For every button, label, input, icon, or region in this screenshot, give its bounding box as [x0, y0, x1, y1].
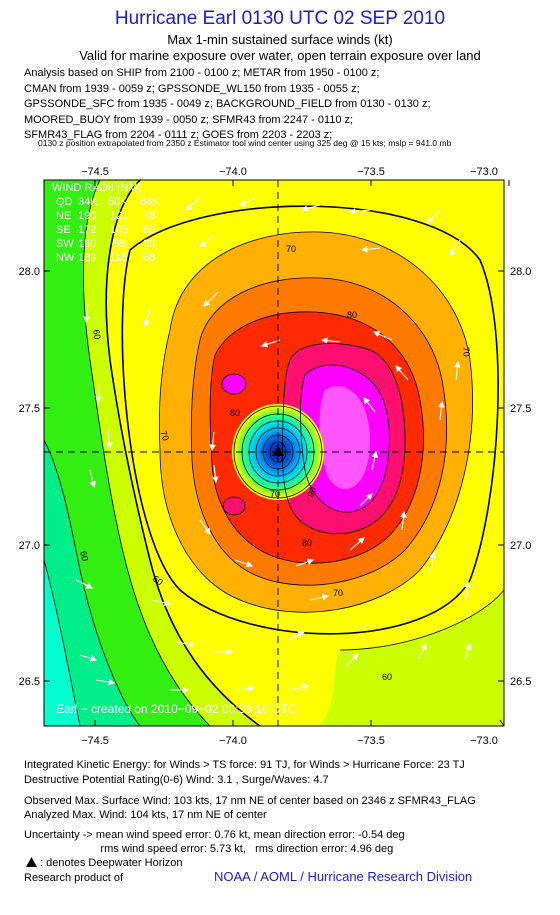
contour-label: 90 [305, 485, 319, 499]
analysis-line: CMAN from 1939 - 0059 z; GPSSONDE_WL150 … [24, 82, 360, 95]
legend-line: : denotes Deepwater Horizon [26, 857, 183, 869]
wind-radii-cell: 190 [78, 210, 96, 222]
analysis-line: MOORED_BUOY from 1939 - 0050 z; SFMR43 f… [24, 113, 354, 126]
wind-radii-cell: SW [56, 238, 74, 250]
wind-radii-cell: 68 [143, 252, 155, 264]
contour-label: 80 [302, 538, 312, 548]
contour-label: 60 [78, 550, 90, 562]
right-y-tick: 26.5 [510, 676, 531, 688]
wind-radii-cell: 78 [143, 210, 155, 222]
wind-radii-cell: 115 [110, 252, 128, 264]
wind-field-map: 70 60 70 80 80 90 70 80 70 60 60 60 70 [19, 166, 532, 747]
contour-lines [44, 180, 504, 726]
bottom-x-tick: −73.5 [357, 735, 385, 747]
ike-line: Integrated Kinetic Energy: for Winds > T… [24, 759, 465, 771]
uncertainty-line: Uncertainty -> mean wind speed error: 0.… [24, 829, 405, 841]
rms-line: rms wind speed error: 5.73 kt, rms direc… [24, 843, 394, 855]
wind-radii-title: WIND RADII (NM) [52, 182, 141, 194]
deepwater-horizon-icon [26, 857, 37, 867]
analysis-sources: Analysis based on SHIP from 2100 - 0100 … [24, 66, 431, 144]
wind-radii-cell: SE [56, 224, 71, 236]
wind-radii-cell: 58 [113, 238, 125, 250]
contour-label: 60 [382, 672, 392, 682]
wind-radii-cell: 189 [78, 252, 96, 264]
contour-label: 70 [286, 244, 296, 254]
top-x-tick: −73.0 [470, 166, 498, 178]
position-note: 0130 z position extrapolated from 2350 z… [38, 138, 452, 148]
wind-radii-header: QD [56, 196, 73, 208]
wind-radii-header: 64K [140, 196, 160, 208]
subtitle: Max 1-min sustained surface winds (kt) [167, 32, 393, 47]
storm-center-icon [272, 446, 284, 456]
wind-radii-table: WIND RADII (NM) QD 34K 50K 64K NE 190 12… [52, 182, 160, 264]
top-x-tick: −74.0 [219, 166, 247, 178]
contour-label: 70 [461, 346, 472, 357]
analysis-line: GPSSONDE_SFC from 1935 - 0049 z; BACKGRO… [24, 98, 431, 110]
wind-radii-cell: 105 [110, 224, 128, 236]
legend-text: : denotes Deepwater Horizon [40, 857, 183, 869]
exposure-note: Valid for marine exposure over water, op… [79, 48, 481, 63]
credit-link[interactable]: NOAA / AOML / Hurricane Research Divisio… [214, 869, 473, 884]
plot-frame [43, 179, 505, 727]
left-y-tick: 27.5 [19, 403, 40, 415]
top-x-tick: −74.5 [81, 166, 109, 178]
analyzed-max-wind: Analyzed Max. Wind: 104 kts, 17 nm NE of… [24, 809, 267, 821]
analysis-line: SFMR43_FLAG from 2204 - 0111 z; GOES fro… [24, 129, 333, 141]
right-y-tick: 28.0 [510, 266, 531, 278]
bottom-x-tick: −74.0 [219, 735, 247, 747]
left-y-tick: 26.5 [19, 676, 40, 688]
bottom-x-tick: −74.5 [81, 735, 109, 747]
center-crosshair [44, 180, 504, 726]
observed-max-wind: Observed Max. Surface Wind: 103 kts, 17 … [24, 795, 476, 807]
wind-radii-cell: 150 [78, 238, 96, 250]
right-y-tick: 27.0 [510, 540, 531, 552]
wind-radii-cell: 121 [110, 210, 128, 222]
contour-label: 80 [230, 408, 240, 418]
bottom-x-tick: −73.0 [470, 735, 498, 747]
wind-radii-cell: 63 [143, 224, 155, 236]
wind-radii-cell: NE [56, 210, 71, 222]
contour-labels: 70 60 70 80 80 90 70 80 70 60 60 60 70 [78, 244, 472, 682]
wind-radii-cell: 172 [78, 224, 96, 236]
contour-label: 60 [151, 573, 165, 587]
contour-label: 70 [333, 588, 343, 598]
contour-label: 70 [270, 489, 280, 499]
wind-radii-cell: 33 [143, 238, 155, 250]
wind-radii-header: 50K [108, 196, 128, 208]
top-x-tick: −73.5 [357, 166, 385, 178]
wind-radii-cell: NW [56, 252, 75, 264]
analysis-line: Analysis based on SHIP from 2100 - 0100 … [24, 67, 380, 79]
axis-labels: −74.5 −74.0 −73.5 −73.0 −74.5 −74.0 −73.… [19, 166, 532, 747]
left-y-tick: 27.0 [19, 540, 40, 552]
contour-label: 80 [347, 310, 357, 320]
right-y-tick: 27.5 [510, 403, 531, 415]
wind-radii-header: 34K [78, 196, 98, 208]
research-label: Research product of [24, 872, 124, 884]
watermark: Earl − created on 2010−09−02 00:33:10 UT… [56, 702, 297, 716]
destructive-potential: Destructive Potential Rating(0-6) Wind: … [24, 774, 329, 786]
left-y-tick: 28.0 [19, 266, 40, 278]
contour-label: 70 [158, 429, 171, 442]
axis-ticks [44, 180, 510, 727]
wind-vectors [75, 197, 472, 694]
contour-label: 60 [91, 329, 103, 341]
page-title: Hurricane Earl 0130 UTC 02 SEP 2010 [114, 8, 446, 29]
